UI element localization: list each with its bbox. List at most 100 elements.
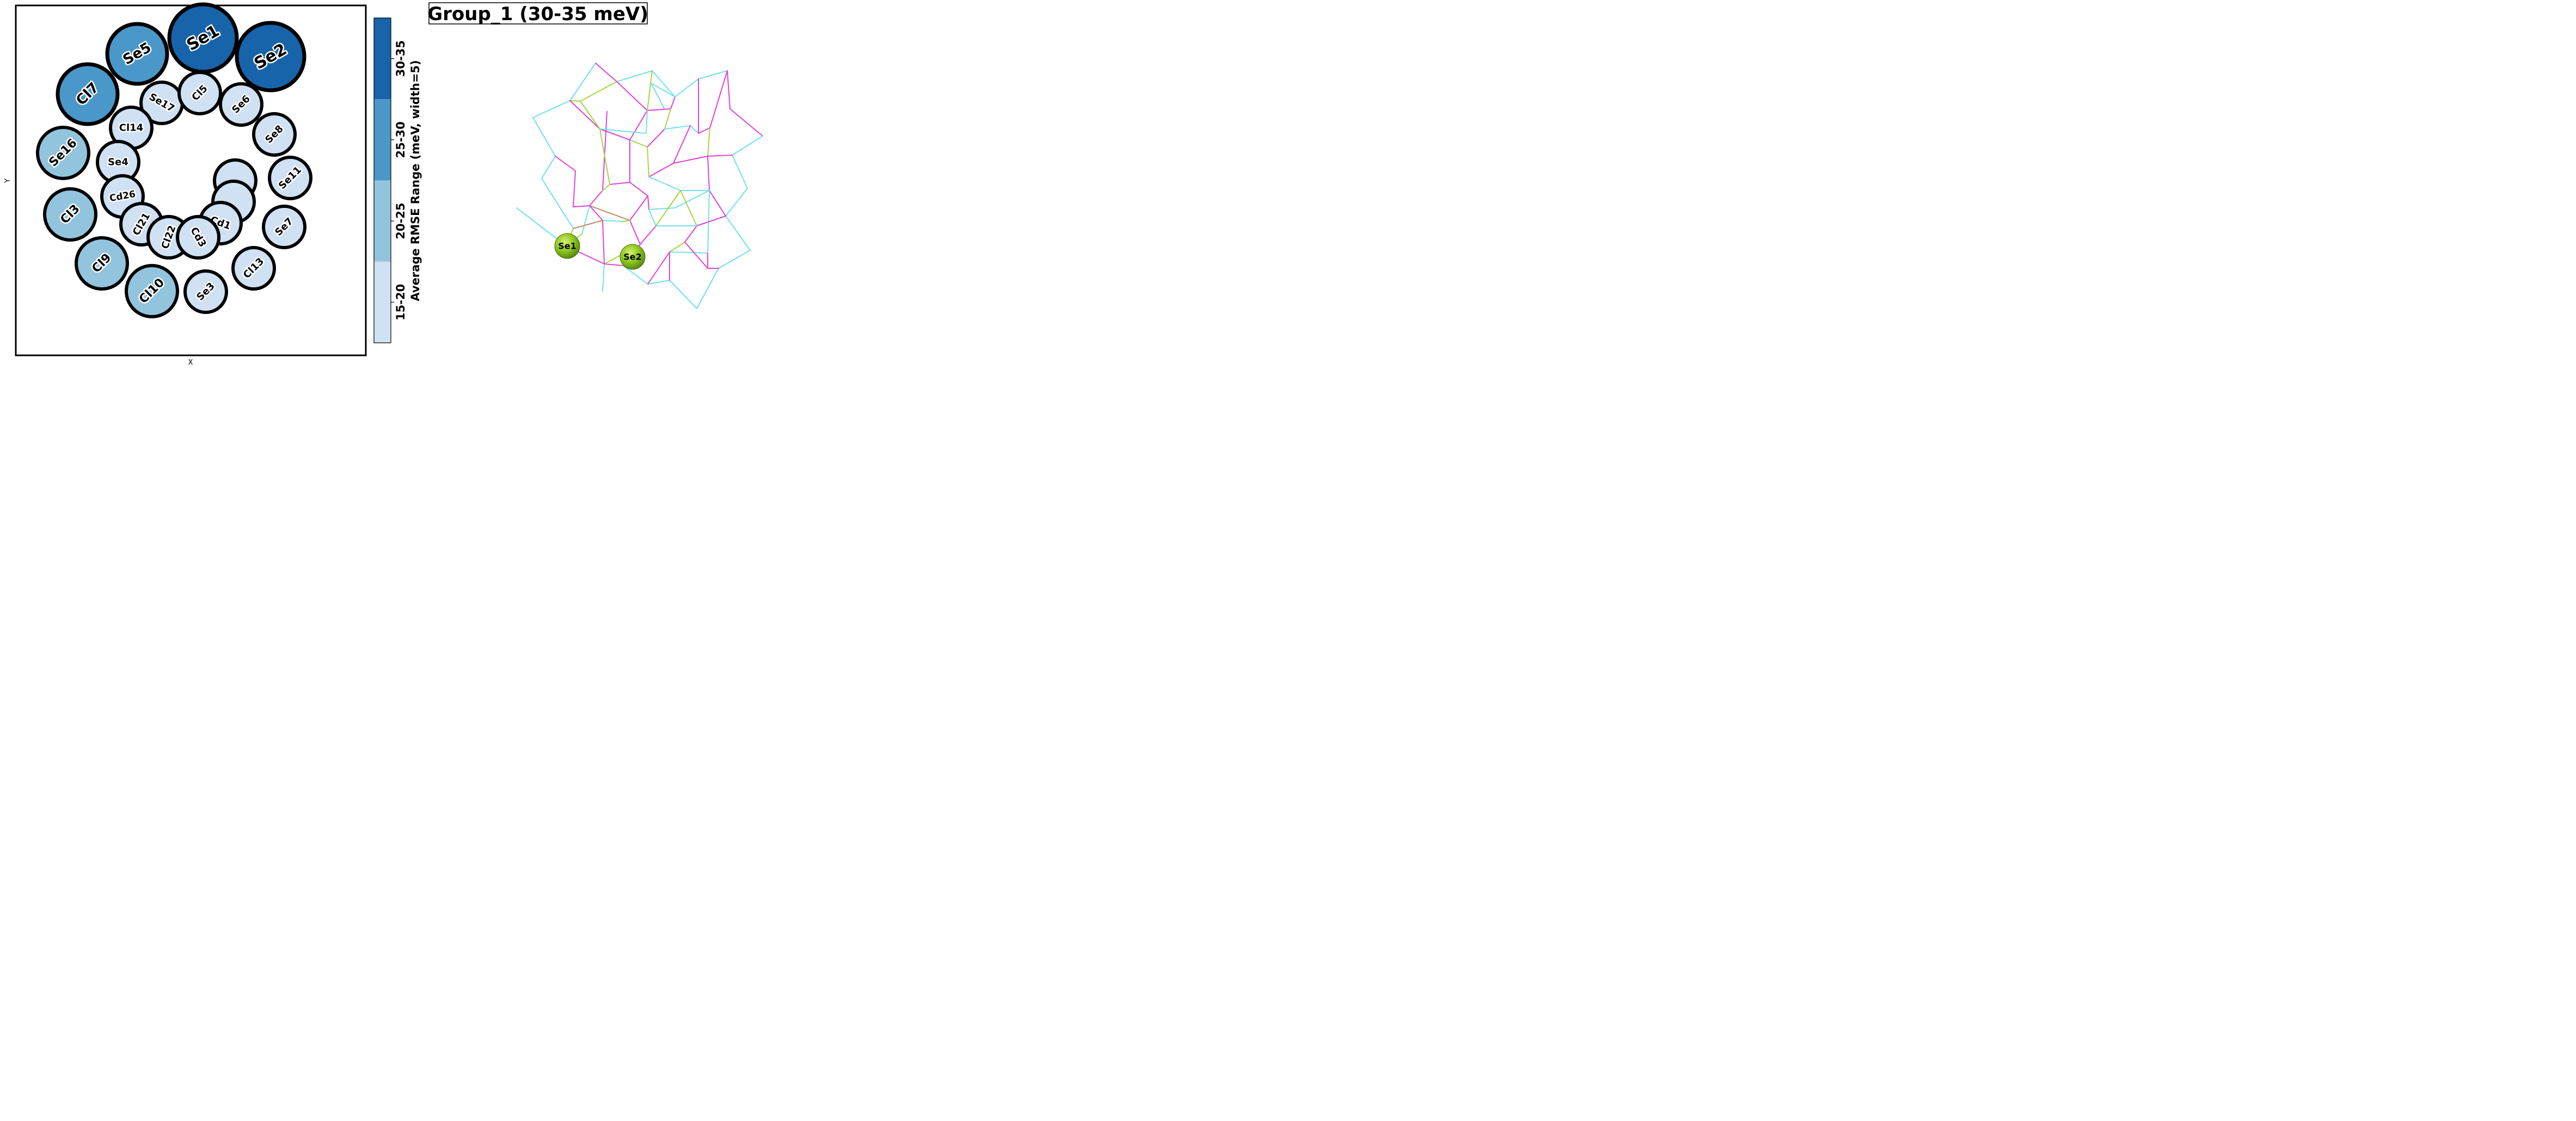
bond-11 <box>670 96 676 109</box>
bubble-se7 <box>262 205 306 249</box>
bond-21 <box>696 268 719 309</box>
colorbar-tick-label-20-25: 20-25 <box>394 203 407 239</box>
bond-4 <box>616 70 653 82</box>
bond-39 <box>629 110 648 140</box>
bubble-cl7 <box>56 62 120 126</box>
colorbar-label: Average RMSE Range (meV, width=5) <box>409 60 422 301</box>
bubble-se8 <box>252 112 297 157</box>
bond-69 <box>647 251 670 285</box>
bubble-cl10 <box>125 264 179 318</box>
bubble-se16 <box>36 126 90 180</box>
bond-41 <box>599 128 647 134</box>
bond-33 <box>573 170 576 207</box>
bond-10 <box>647 108 671 111</box>
bond-80 <box>629 220 641 245</box>
bubble-cl5 <box>177 71 222 115</box>
bond-37 <box>580 101 600 130</box>
atom-se2 <box>620 244 646 270</box>
bond-22 <box>669 280 697 309</box>
x-axis-label: X <box>188 359 193 367</box>
colorbar: 15-20 20-25 25-30 30-35 <box>373 17 407 343</box>
bond-1 <box>532 117 556 157</box>
bond-53 <box>648 207 676 210</box>
bond-54 <box>647 195 649 210</box>
bond-31 <box>541 156 556 179</box>
structure-title: Group_1 (30-35 meV) <box>427 3 648 25</box>
bond-64 <box>648 176 681 191</box>
bond-17 <box>732 155 748 189</box>
bond-13 <box>698 70 728 79</box>
bond-26 <box>602 263 605 292</box>
bond-61 <box>648 163 674 177</box>
colorbar-segment-25-30 <box>374 99 391 181</box>
y-axis-label: Y <box>4 178 12 183</box>
bond-19 <box>725 215 751 251</box>
bubble-se2 <box>235 21 306 93</box>
bond-81 <box>629 195 648 221</box>
bubble-se6 <box>219 82 263 127</box>
bond-90 <box>651 83 665 109</box>
bond-40 <box>646 110 648 134</box>
atom-label-se2: Se2 <box>623 252 642 262</box>
bond-44 <box>664 108 671 130</box>
colorbar-segment-30-35 <box>374 18 391 100</box>
bond-74 <box>696 215 726 226</box>
colorbar-tick-label-30-35: 30-35 <box>394 40 407 77</box>
bond-18 <box>725 188 748 217</box>
bond-92 <box>589 205 603 221</box>
bond-38 <box>599 128 630 140</box>
bond-67 <box>684 225 697 243</box>
colorbar-segment-15-20 <box>374 261 391 343</box>
bond-93 <box>602 220 623 222</box>
bond-94 <box>622 220 630 222</box>
bubble-se5 <box>105 22 169 86</box>
bond-62 <box>673 125 691 164</box>
colorbar-tick-label-25-30: 25-30 <box>394 121 407 158</box>
bubble-cd3 <box>176 215 220 260</box>
bond-8 <box>569 100 600 130</box>
bond-42 <box>629 139 648 147</box>
bond-78 <box>640 225 657 245</box>
bond-91 <box>647 70 653 111</box>
bond-47 <box>698 127 710 134</box>
bond-46 <box>690 125 699 134</box>
bond-51 <box>709 190 726 217</box>
bond-45 <box>664 125 691 130</box>
atom-se1 <box>554 233 580 259</box>
colorbar-tick-label-15-20: 15-20 <box>394 284 407 321</box>
bond-34 <box>573 205 590 207</box>
bond-5 <box>652 70 676 97</box>
bond-60 <box>647 146 649 177</box>
bond-76 <box>648 209 657 226</box>
bond-89 <box>651 83 676 97</box>
bubble-se3 <box>183 269 228 314</box>
bond-35 <box>589 190 603 206</box>
bond-7 <box>580 81 617 102</box>
colorbar-frame <box>373 17 391 343</box>
bond-network <box>516 63 763 309</box>
bond-43 <box>647 128 665 147</box>
bond-57 <box>602 184 610 191</box>
bond-3 <box>595 63 617 82</box>
bond-48 <box>707 127 710 157</box>
bond-83 <box>581 205 590 235</box>
bond-70 <box>669 251 708 254</box>
bond-0 <box>532 100 571 118</box>
bond-14 <box>727 70 731 109</box>
bond-52 <box>674 190 710 208</box>
bond-23 <box>647 280 670 285</box>
bond-58 <box>599 128 610 185</box>
bond-30 <box>541 178 574 229</box>
bond-55 <box>629 182 648 196</box>
bond-36 <box>602 111 608 191</box>
bond-63 <box>673 156 708 164</box>
bond-12 <box>674 78 699 97</box>
bubble-label-cl14: Cl14 <box>119 122 143 134</box>
bubble-cl13 <box>231 246 276 291</box>
colorbar-segment-20-25 <box>374 180 391 262</box>
bond-66 <box>680 190 697 226</box>
bubble-label-se4: Se4 <box>108 157 128 168</box>
bond-2 <box>569 63 596 101</box>
bond-25 <box>604 263 623 266</box>
